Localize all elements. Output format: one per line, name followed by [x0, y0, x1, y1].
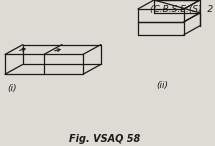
Text: Fig. VSAQ 58: Fig. VSAQ 58 — [69, 134, 141, 144]
Text: (ii): (ii) — [156, 81, 168, 90]
Text: (i): (i) — [7, 84, 17, 93]
Text: (C.B.S.E.(S)  2: (C.B.S.E.(S) 2 — [150, 5, 213, 14]
